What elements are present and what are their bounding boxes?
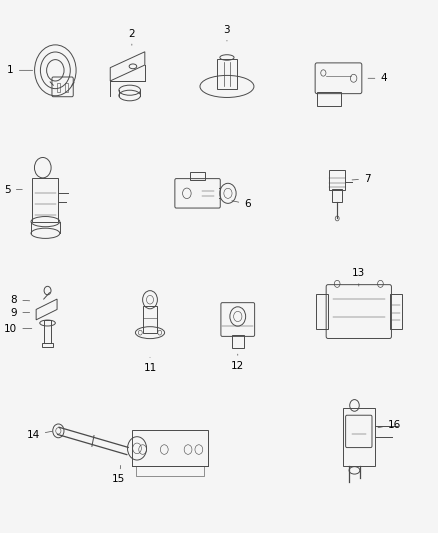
Text: 5: 5 bbox=[4, 184, 22, 195]
Text: 7: 7 bbox=[352, 174, 371, 184]
Text: 9: 9 bbox=[11, 308, 30, 318]
Text: 4: 4 bbox=[368, 73, 387, 83]
Text: 3: 3 bbox=[224, 25, 230, 41]
Text: 16: 16 bbox=[378, 419, 402, 430]
Text: 6: 6 bbox=[232, 199, 251, 209]
Text: 14: 14 bbox=[27, 430, 52, 440]
Text: 2: 2 bbox=[128, 28, 135, 45]
Text: 8: 8 bbox=[11, 295, 30, 305]
Text: 12: 12 bbox=[231, 354, 244, 371]
Text: 10: 10 bbox=[4, 324, 32, 334]
Text: 1: 1 bbox=[7, 66, 33, 75]
Text: 13: 13 bbox=[352, 268, 365, 286]
Text: 11: 11 bbox=[143, 357, 157, 373]
Text: 15: 15 bbox=[112, 465, 126, 484]
